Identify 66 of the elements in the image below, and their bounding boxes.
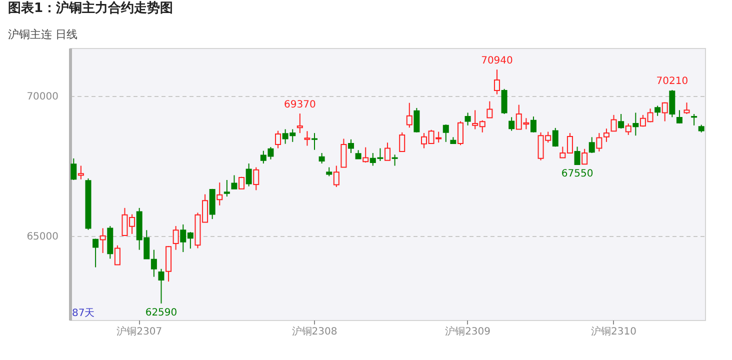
candlestick xyxy=(224,179,230,198)
x-tick-label: 沪铜2307 xyxy=(116,326,162,338)
candlestick xyxy=(457,120,464,146)
candlestick xyxy=(238,176,245,190)
x-tick-label: 沪铜2308 xyxy=(292,326,338,338)
candlestick xyxy=(333,165,340,188)
candlestick xyxy=(414,107,420,133)
candlestick xyxy=(494,69,500,95)
candlestick xyxy=(340,138,347,168)
y-tick-label: 70000 xyxy=(26,91,58,102)
candlestick xyxy=(588,136,595,154)
candlestick xyxy=(70,158,77,181)
candlestick xyxy=(231,174,238,190)
candlestick xyxy=(296,113,303,134)
annotation: 69370 xyxy=(284,100,316,111)
candlestick xyxy=(92,238,99,268)
candlestick xyxy=(574,146,580,166)
candlestick xyxy=(618,113,624,130)
annotation: 70940 xyxy=(481,56,513,67)
candlestick xyxy=(275,130,282,149)
candlestick xyxy=(632,112,639,136)
chart-subtitle: 沪铜主连 日线 xyxy=(8,28,78,41)
candlestick xyxy=(486,100,493,118)
candlestick xyxy=(100,228,106,254)
candlestick xyxy=(442,124,449,142)
candlestick xyxy=(348,138,354,154)
candlestick xyxy=(150,249,157,278)
candlestick xyxy=(399,132,406,152)
candlestick xyxy=(610,114,617,132)
candlestick xyxy=(78,165,84,180)
candlestick xyxy=(318,152,325,164)
candlestick xyxy=(662,102,668,122)
candlestick xyxy=(384,142,390,161)
candlestick xyxy=(582,148,588,166)
candlestick xyxy=(304,130,310,146)
candlestick xyxy=(114,244,120,266)
candlestick xyxy=(312,132,318,150)
candlestick xyxy=(596,132,602,152)
annotation: 70210 xyxy=(656,76,688,88)
candlestick xyxy=(464,112,471,126)
annotation: 67550 xyxy=(561,168,594,180)
candlestick xyxy=(508,116,515,132)
candlestick xyxy=(676,110,682,124)
candlestick xyxy=(530,116,536,133)
candlestick xyxy=(684,102,690,114)
candlestick xyxy=(158,268,164,304)
candlestick xyxy=(253,166,260,191)
y-tick-label: 65000 xyxy=(26,231,58,242)
candlestick xyxy=(625,123,632,136)
annotation: 62590 xyxy=(145,307,178,318)
candlestick xyxy=(392,154,398,166)
candlestick xyxy=(216,182,223,206)
candlestick xyxy=(406,102,412,128)
candlestick xyxy=(172,226,179,250)
candlestick xyxy=(603,128,610,142)
annotation: 87天 xyxy=(72,308,95,319)
x-tick-label: 沪铜2309 xyxy=(445,326,491,338)
x-tick-label: 沪铜2310 xyxy=(591,326,636,338)
candlestick xyxy=(691,113,698,126)
candlestick xyxy=(552,127,558,148)
candlestick xyxy=(654,105,661,116)
candlestick xyxy=(501,88,508,114)
candlestick xyxy=(362,146,369,164)
candlestick xyxy=(246,162,252,187)
chart-title: 图表1：沪铜主力合约走势图 xyxy=(8,0,174,16)
candlestick xyxy=(669,90,676,118)
